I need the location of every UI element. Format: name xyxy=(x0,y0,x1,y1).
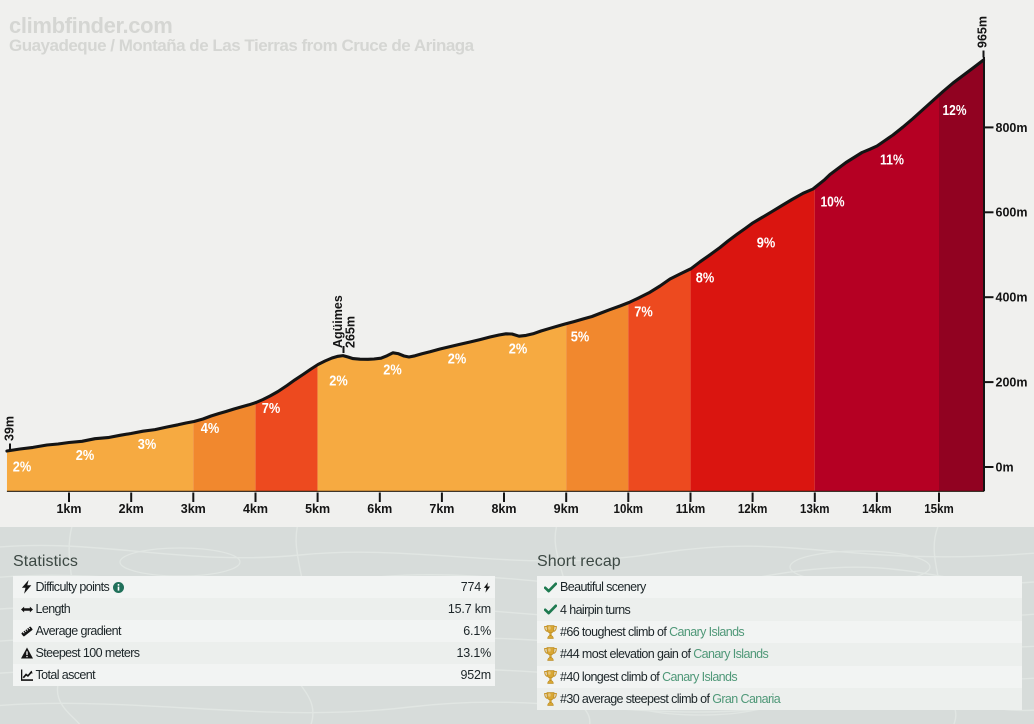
svg-text:6km: 6km xyxy=(367,502,392,516)
svg-text:2%: 2% xyxy=(76,447,95,464)
svg-text:12%: 12% xyxy=(943,102,967,119)
svg-text:11%: 11% xyxy=(880,151,904,168)
svg-text:11km: 11km xyxy=(676,502,706,516)
svg-text:2%: 2% xyxy=(383,361,402,378)
svg-text:200m: 200m xyxy=(996,376,1028,390)
svg-text:9%: 9% xyxy=(757,234,776,251)
svg-text:5%: 5% xyxy=(571,328,590,345)
svg-text:965m: 965m xyxy=(976,16,990,48)
svg-text:Agüimes: Agüimes xyxy=(331,295,345,348)
svg-text:4%: 4% xyxy=(201,420,220,437)
svg-text:10%: 10% xyxy=(821,193,845,210)
svg-text:2%: 2% xyxy=(329,372,348,389)
svg-text:Guayadeque / Montaña de Las Ti: Guayadeque / Montaña de Las Tierras from… xyxy=(9,36,475,55)
svg-text:8km: 8km xyxy=(491,502,516,516)
svg-text:10km: 10km xyxy=(614,502,644,516)
svg-text:1km: 1km xyxy=(56,502,81,516)
svg-text:13km: 13km xyxy=(800,502,830,516)
svg-text:2%: 2% xyxy=(448,350,467,367)
svg-text:9km: 9km xyxy=(554,502,579,516)
svg-text:3km: 3km xyxy=(181,502,206,516)
svg-text:39m: 39m xyxy=(3,416,17,441)
svg-text:15km: 15km xyxy=(924,502,954,516)
svg-text:400m: 400m xyxy=(996,291,1028,305)
svg-text:800m: 800m xyxy=(996,121,1028,135)
svg-text:8%: 8% xyxy=(696,269,715,286)
svg-text:7%: 7% xyxy=(634,303,653,320)
svg-text:climbfinder.com: climbfinder.com xyxy=(9,13,172,38)
svg-text:7%: 7% xyxy=(262,400,281,417)
svg-text:4km: 4km xyxy=(243,502,268,516)
svg-text:12km: 12km xyxy=(738,502,768,516)
svg-text:265m: 265m xyxy=(344,316,358,348)
svg-text:600m: 600m xyxy=(996,206,1028,220)
svg-text:14km: 14km xyxy=(862,502,892,516)
svg-text:2%: 2% xyxy=(13,458,32,475)
svg-text:3%: 3% xyxy=(138,436,157,453)
svg-text:2km: 2km xyxy=(119,502,144,516)
svg-text:5km: 5km xyxy=(305,502,330,516)
svg-text:2%: 2% xyxy=(509,340,528,357)
svg-text:0m: 0m xyxy=(996,460,1014,474)
svg-text:7km: 7km xyxy=(429,502,454,516)
